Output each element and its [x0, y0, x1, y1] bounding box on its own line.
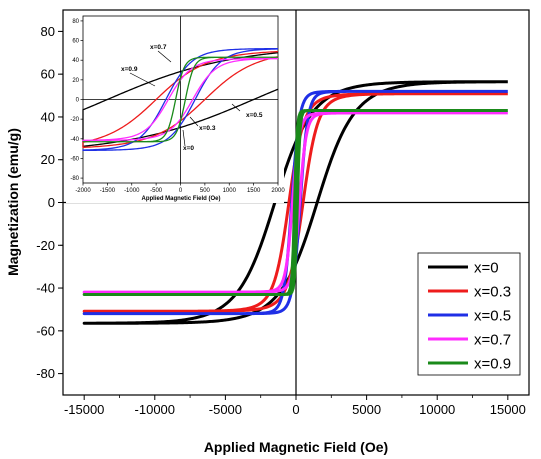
series-line-x-0-9 — [82, 109, 508, 296]
inset-x-tick-label: 2000 — [271, 188, 285, 194]
legend-label: x=0 — [474, 260, 499, 277]
inset-y-tick-label: -60 — [70, 156, 79, 162]
main-y-tick-label: -80 — [36, 366, 55, 381]
inset-annotation-label: x=0.5 — [246, 112, 263, 119]
main-y-tick-label: -60 — [36, 323, 55, 338]
inset-y-tick-label: 40 — [72, 58, 79, 64]
main-x-tick-label: 5000 — [352, 402, 381, 417]
inset-y-tick-label: -80 — [70, 176, 79, 182]
inset-annotation-leader — [231, 103, 241, 112]
inset-annotation-leader — [157, 50, 172, 63]
main-y-tick-label: 20 — [41, 152, 55, 167]
inset-series-line-x-0 — [82, 52, 279, 148]
inset-series-line-x-0-7 — [82, 57, 279, 142]
main-x-tick-label: -10000 — [135, 402, 175, 417]
inset-y-tick-label: 80 — [72, 19, 79, 25]
legend: x=0 x=0.3 x=0.5 x=0.7 x=0.9 — [417, 252, 521, 376]
main-x-tick-label: 10000 — [419, 402, 455, 417]
inset-series-line-x-0-5 — [82, 47, 279, 152]
main-x-tick-label: 15000 — [490, 402, 526, 417]
main-y-tick-label: -40 — [36, 281, 55, 296]
inset-x-tick-label: -1000 — [124, 188, 140, 194]
inset-ticks: -2000 -1500 -1000 -500 0 500 1000 1500 2000 -80 -6… — [70, 19, 285, 194]
inset-background — [66, 13, 284, 203]
inset-series-line-x-0-9 — [83, 56, 278, 143]
inset-zero-lines — [83, 16, 278, 183]
main-x-tick-label: -15000 — [64, 402, 104, 417]
inset-y-tick-label: -20 — [70, 117, 79, 123]
inset-x-tick-label: -1500 — [100, 188, 116, 194]
main-x-axis-title: Applied Magnetic Field (Oe) — [204, 439, 388, 455]
series-line-x-0 — [82, 80, 508, 325]
inset-annotation-leader — [129, 72, 156, 87]
main-series-group — [82, 80, 508, 325]
main-y-tick-label: -20 — [36, 238, 55, 253]
inset-y-tick-label: 60 — [72, 39, 79, 45]
inset-annotation-leader — [182, 129, 186, 147]
main-y-tick-label: 0 — [48, 195, 55, 210]
legend-entries: x=0 x=0.3 x=0.5 x=0.7 x=0.9 — [428, 260, 511, 373]
legend-label: x=0.3 — [474, 284, 511, 301]
inset-x-tick-label: 0 — [179, 188, 183, 194]
main-y-tick-label: 40 — [41, 109, 55, 124]
inset-annotation-label: x=0.7 — [150, 44, 167, 51]
main-x-tick-label: 0 — [292, 402, 299, 417]
inset-annotations: x=0.9 x=0.7 x=0.5 x=0.3 x=0 — [121, 44, 263, 152]
inset-x-tick-label: 1500 — [247, 188, 261, 194]
inset-y-tick-label: 0 — [76, 98, 80, 104]
inset-annotation-label: x=0.9 — [121, 66, 138, 73]
main-y-tick-label: 80 — [41, 24, 55, 39]
inset-x-axis-title: Applied Magnetic Field (Oe) — [141, 196, 220, 202]
inset-x-tick-label: -2000 — [75, 188, 91, 194]
main-chart: -15000 -10000 -5000 0 5000 10000 15000-80-60-4… — [5, 9, 530, 455]
series-line-x-0-3 — [82, 92, 508, 313]
legend-label: x=0.9 — [474, 356, 511, 373]
inset-x-tick-label: 1000 — [223, 188, 237, 194]
inset-annotation-label: x=0 — [183, 145, 194, 152]
inset-annotation-leader — [189, 116, 199, 127]
series-line-x-0-5 — [82, 89, 508, 316]
main-ticks: -15000 -10000 -5000 0 5000 10000 15000-80-60-4… — [36, 24, 526, 417]
inset-y-tick-label: -40 — [70, 137, 79, 143]
inset-annotation-label: x=0.3 — [199, 125, 216, 132]
inset-y-tick-label: 20 — [72, 78, 79, 84]
inset-chart: -2000 -1500 -1000 -500 0 500 1000 1500 2000 -80 -6… — [66, 13, 285, 203]
main-y-tick-label: 60 — [41, 67, 55, 82]
inset-x-tick-label: 500 — [200, 188, 211, 194]
main-y-axis-title: Magnetization (emu/g) — [5, 128, 21, 276]
legend-label: x=0.5 — [474, 308, 511, 325]
inset-x-tick-label: -500 — [150, 188, 163, 194]
inset-series-group — [82, 47, 279, 152]
legend-label: x=0.7 — [474, 332, 511, 349]
series-line-x-0-7 — [82, 111, 508, 294]
main-x-tick-label: -5000 — [209, 402, 242, 417]
